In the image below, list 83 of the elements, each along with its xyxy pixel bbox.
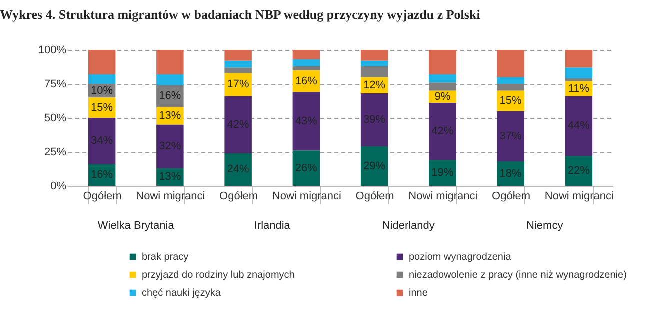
data-label: 43% xyxy=(295,115,318,128)
data-label: 39% xyxy=(364,114,386,126)
bar xyxy=(360,50,388,61)
data-label: 34% xyxy=(91,135,114,148)
x-tick-label: Nowi migranci xyxy=(408,190,478,202)
x-tick-label: Nowi migranci xyxy=(136,190,206,202)
text: Niemcy xyxy=(526,220,564,232)
bar xyxy=(156,74,184,86)
bar xyxy=(292,60,320,66)
data-label: 18% xyxy=(500,168,522,180)
text: Wielka Brytania xyxy=(98,220,176,232)
data-label: 29% xyxy=(364,160,386,172)
data-label: 15% xyxy=(500,95,522,107)
x-tick-label: Nowi migranci xyxy=(272,190,342,202)
bar xyxy=(292,50,320,60)
data-label: 42% xyxy=(227,118,250,131)
data-label: 16% xyxy=(91,169,114,182)
y-tick-label: 75% xyxy=(44,78,67,90)
legend-label: brak pracy xyxy=(142,252,189,263)
legend-label: przyjazd do rodziny lub znajomych xyxy=(142,270,295,281)
x-tick-label: Ogółem xyxy=(492,190,531,202)
y-tick-label: 25% xyxy=(44,146,67,158)
bar xyxy=(224,96,252,154)
bar xyxy=(156,50,184,74)
x-tick-label: Ogółem xyxy=(83,190,122,202)
x-tick-label: Ogółem xyxy=(356,190,394,202)
data-label: 37% xyxy=(500,130,522,142)
bar xyxy=(497,84,524,91)
legend-label: poziom wynagrodzenia xyxy=(409,252,512,263)
data-label: 16% xyxy=(295,75,318,88)
bar xyxy=(88,50,116,74)
data-label: 16% xyxy=(159,90,182,102)
data-label: 10% xyxy=(91,84,114,97)
bar xyxy=(429,50,456,74)
data-label: 44% xyxy=(568,120,590,132)
y-tick-label: 100% xyxy=(38,44,67,56)
bar xyxy=(497,50,524,78)
data-label: 15% xyxy=(91,102,114,114)
data-label: 22% xyxy=(568,165,590,178)
data-label: 11% xyxy=(568,82,590,95)
data-label: 42% xyxy=(432,126,454,138)
bar xyxy=(565,68,593,79)
legend-label: niezadowolenie z pracy (inne niż wynagrodzenie) xyxy=(409,270,627,281)
bar xyxy=(156,124,184,168)
x-tick-label: Nowi migranci xyxy=(544,190,614,202)
y-tick-label: 0% xyxy=(50,180,67,192)
bar xyxy=(224,60,252,68)
text: Niderlandy xyxy=(382,220,436,232)
bar xyxy=(429,74,456,83)
bar xyxy=(360,94,388,147)
bar xyxy=(88,74,116,84)
bar xyxy=(292,150,320,186)
data-label: 19% xyxy=(432,167,454,180)
data-label: 9% xyxy=(434,90,451,103)
data-label: 17% xyxy=(227,78,250,91)
bar xyxy=(224,68,252,74)
bar xyxy=(497,77,524,84)
data-label: 13% xyxy=(159,110,182,122)
bar xyxy=(565,50,593,68)
bar xyxy=(497,111,524,162)
bar xyxy=(565,78,593,82)
bar xyxy=(429,103,456,160)
bar xyxy=(360,60,388,66)
legend-label: inne xyxy=(409,288,428,299)
text: Irlandia xyxy=(254,220,292,232)
bar xyxy=(224,153,252,186)
bar xyxy=(88,118,116,164)
legend-label: chęć nauki języka xyxy=(142,288,222,299)
data-label: 26% xyxy=(295,162,318,174)
data-label: 24% xyxy=(227,164,250,176)
data-label: 32% xyxy=(159,140,182,153)
bar xyxy=(224,50,252,61)
y-tick-label: 50% xyxy=(44,112,67,124)
x-tick-label: Ogółem xyxy=(220,190,258,202)
bar xyxy=(292,66,320,70)
chart-title: Wykres 4. Struktura migrantów w badaniach NBP według przyczyny wyjazdu z Polski xyxy=(0,7,481,22)
data-label: 12% xyxy=(364,79,386,92)
bar xyxy=(292,92,320,151)
bar xyxy=(429,82,456,91)
data-label: 13% xyxy=(159,171,182,184)
bar xyxy=(565,96,593,156)
bar xyxy=(360,146,388,186)
bar xyxy=(360,66,388,78)
